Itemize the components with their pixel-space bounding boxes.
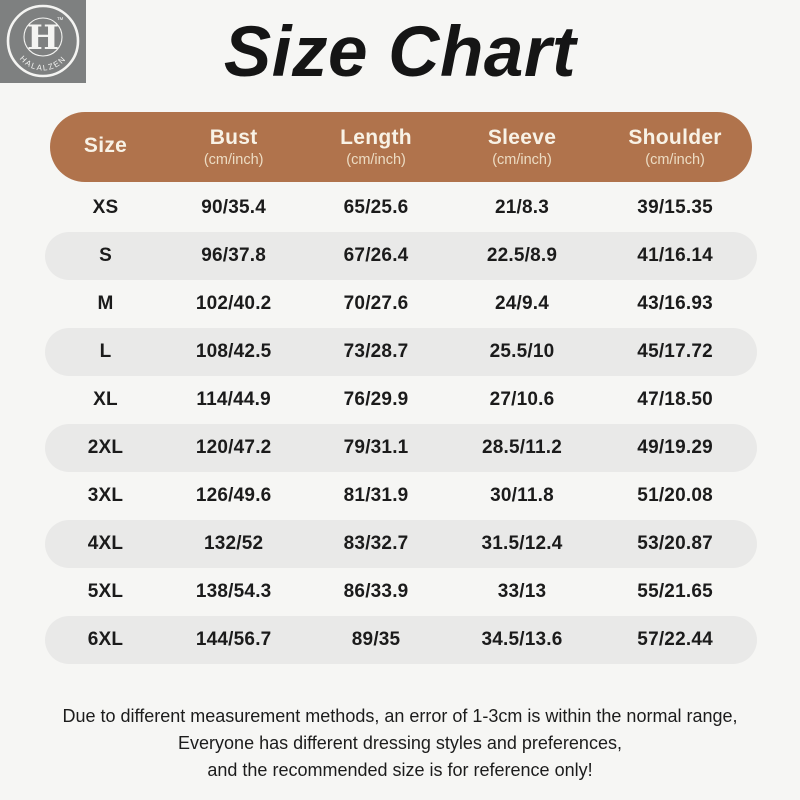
column-header-shoulder: Shoulder (cm/inch) [593,126,757,168]
length-cell: 79/31.1 [343,437,409,458]
logo-trademark: ™ [57,17,64,24]
sleeve-cell: 24/9.4 [494,293,550,314]
table-row-m: M 102/40.2 70/27.6 24/9.4 43/16.93 [45,280,757,328]
column-header-length: Length (cm/inch) [301,126,451,168]
length-cell: 73/28.7 [343,341,409,362]
bust-cell: 120/47.2 [195,437,272,458]
brand-logo: H ™ HALALZEN [0,0,86,83]
size-cell: M [97,293,114,314]
size-table: Size Bust (cm/inch) Length (cm/inch) Sle… [45,112,757,664]
sleeve-cell: 33/13 [497,581,547,602]
shoulder-cell: 43/16.93 [637,293,713,314]
shoulder-cell: 41/16.14 [637,245,713,266]
column-label: Shoulder [628,126,722,149]
size-cell: XL [93,389,118,410]
logo-letter: H [27,18,59,58]
bust-cell: 114/44.9 [196,389,271,410]
size-cell: 5XL [87,581,124,602]
sleeve-cell: 22.5/8.9 [486,245,558,266]
bust-cell: 138/54.3 [195,581,272,602]
size-cell: 4XL [87,533,124,554]
table-row-2xl: 2XL 120/47.2 79/31.1 28.5/11.2 49/19.29 [45,424,757,472]
table-row-3xl: 3XL 126/49.6 81/31.9 30/11.8 51/20.08 [45,472,757,520]
table-row-xl: XL 114/44.9 76/29.9 27/10.6 47/18.50 [45,376,757,424]
sleeve-cell: 25.5/10 [489,341,555,362]
column-header-size: Size [45,134,166,160]
bust-cell: 102/40.2 [195,293,272,314]
column-unit: (cm/inch) [346,152,406,168]
shoulder-cell: 53/20.87 [637,533,713,554]
size-cell: S [99,245,112,266]
bust-cell: 144/56.7 [195,629,272,650]
table-row-5xl: 5XL 138/54.3 86/33.9 33/13 55/21.65 [45,568,757,616]
column-unit: (cm/inch) [645,152,705,168]
shoulder-cell: 51/20.08 [637,485,713,506]
table-row-s: S 96/37.8 67/26.4 22.5/8.9 41/16.14 [45,232,757,280]
column-label: Sleeve [487,126,557,149]
shoulder-cell: 45/17.72 [637,341,713,362]
length-cell: 70/27.6 [343,293,409,314]
table-row-4xl: 4XL 132/52 83/32.7 31.5/12.4 53/20.87 [45,520,757,568]
bust-cell: 126/49.6 [195,485,272,506]
size-cell: L [99,341,112,362]
sleeve-cell: 34.5/13.6 [481,629,563,650]
bust-cell: 90/35.4 [201,197,267,218]
table-row-6xl: 6XL 144/56.7 89/35 34.5/13.6 57/22.44 [45,616,757,664]
sleeve-cell: 21/8.3 [494,197,550,218]
column-header-sleeve: Sleeve (cm/inch) [451,126,593,168]
sleeve-cell: 27/10.6 [489,389,555,410]
disclaimer-line-1: Due to different measurement methods, an… [62,706,738,726]
table-body: XS 90/35.4 65/25.6 21/8.3 39/15.35 S 96/… [45,184,757,664]
table-row-xs: XS 90/35.4 65/25.6 21/8.3 39/15.35 [45,184,757,232]
table-row-l: L 108/42.5 73/28.7 25.5/10 45/17.72 [45,328,757,376]
disclaimer-line-3: and the recommended size is for referenc… [207,760,593,780]
column-header-bust: Bust (cm/inch) [166,126,301,168]
shoulder-cell: 49/19.29 [637,437,713,458]
page-title: Size Chart [223,13,577,92]
size-cell: 2XL [87,437,124,458]
length-cell: 89/35 [351,629,401,650]
size-cell: XS [92,197,119,218]
column-unit: (cm/inch) [492,152,552,168]
bust-cell: 132/52 [204,533,264,554]
length-cell: 86/33.9 [343,581,409,602]
length-cell: 83/32.7 [343,533,409,554]
length-cell: 76/29.9 [343,389,409,410]
column-unit: (cm/inch) [203,152,264,168]
shoulder-cell: 55/21.65 [637,581,713,602]
disclaimer: Due to different measurement methods, an… [0,703,800,784]
length-cell: 81/31.9 [343,485,409,506]
table-header-row: Size Bust (cm/inch) Length (cm/inch) Sle… [45,112,757,182]
column-label: Size [83,134,128,157]
bust-cell: 96/37.8 [201,245,267,266]
bust-cell: 108/42.5 [195,341,272,362]
column-label: Bust [209,126,258,149]
column-label: Length [340,126,412,149]
disclaimer-line-2: Everyone has different dressing styles a… [178,733,622,753]
sleeve-cell: 28.5/11.2 [482,437,562,458]
length-cell: 65/25.6 [343,197,409,218]
shoulder-cell: 39/15.35 [637,197,713,218]
length-cell: 67/26.4 [343,245,409,266]
sleeve-cell: 31.5/12.4 [481,533,563,554]
shoulder-cell: 57/22.44 [637,629,713,650]
halalzen-logo-icon: H ™ HALALZEN [0,0,86,83]
sleeve-cell: 30/11.8 [490,485,554,506]
size-cell: 3XL [87,485,124,506]
size-cell: 6XL [87,629,124,650]
shoulder-cell: 47/18.50 [637,389,713,410]
